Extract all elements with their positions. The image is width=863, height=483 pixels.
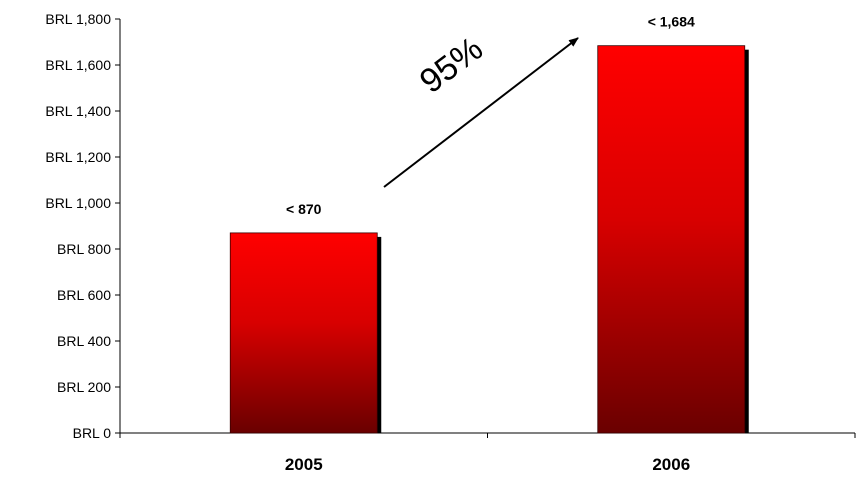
growth-arrow [383,37,579,188]
y-tick-label: BRL 1,800 [45,11,111,27]
data-label-2006: < 1,684 [648,14,695,30]
y-tick-label: BRL 1,200 [45,149,111,165]
y-tick-label: BRL 200 [57,379,111,395]
y-tick-label: BRL 1,000 [45,195,111,211]
y-tick-label: BRL 1,600 [45,57,111,73]
growth-label: 95% [413,30,490,101]
data-label-2005: < 870 [286,201,322,217]
x-tick-label-2005: 2005 [285,455,323,474]
bar-2005 [229,232,378,434]
y-tick-label: BRL 600 [57,287,111,303]
bar-2006 [597,45,746,434]
x-tick-label-2006: 2006 [652,455,690,474]
y-tick-label: BRL 0 [73,425,112,441]
y-tick-label: BRL 1,400 [45,103,111,119]
y-tick-label: BRL 800 [57,241,111,257]
y-tick-label: BRL 400 [57,333,111,349]
